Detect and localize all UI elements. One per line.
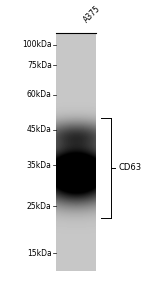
Text: 45kDa: 45kDa (27, 125, 52, 134)
Text: 15kDa: 15kDa (27, 248, 52, 257)
Text: 35kDa: 35kDa (27, 160, 52, 169)
Bar (56, 33, 96, 271)
Text: 75kDa: 75kDa (27, 61, 52, 70)
Text: 100kDa: 100kDa (22, 40, 52, 49)
Text: 25kDa: 25kDa (27, 202, 52, 211)
Text: 60kDa: 60kDa (27, 90, 52, 99)
Text: CD63: CD63 (118, 164, 141, 172)
Text: A375: A375 (82, 4, 102, 24)
